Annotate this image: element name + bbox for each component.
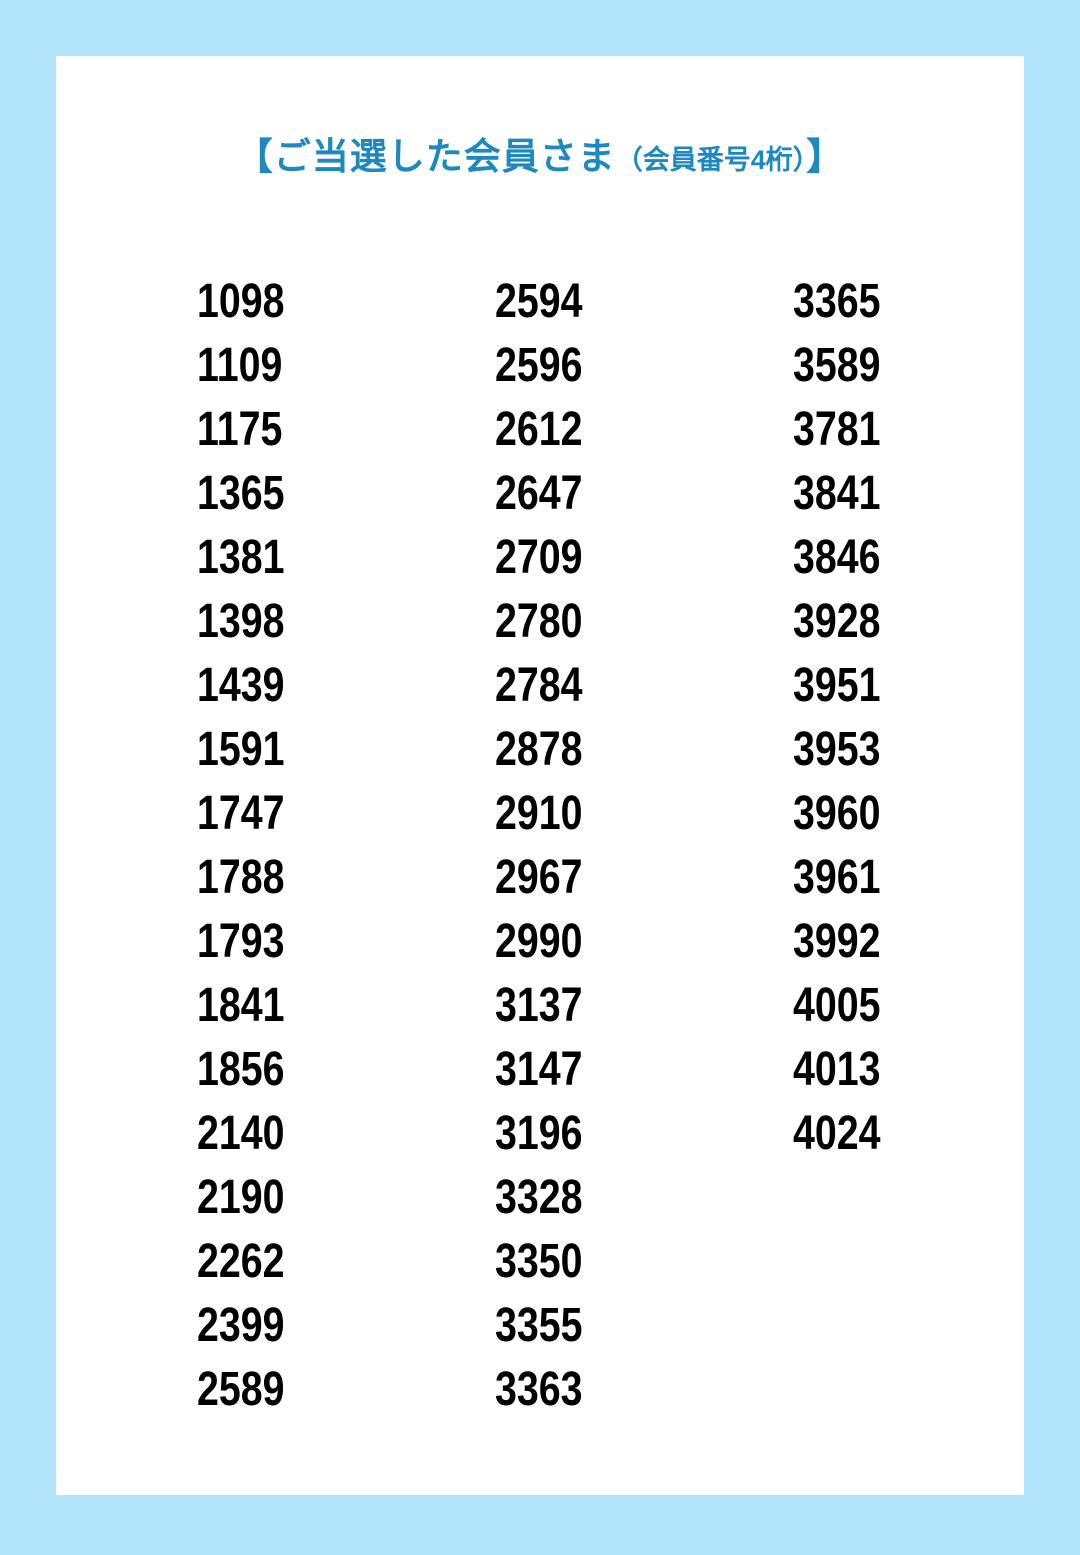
member-number: 3960: [793, 787, 881, 840]
member-number: 3147: [495, 1043, 583, 1096]
member-number: 2910: [495, 787, 583, 840]
member-number: 3355: [495, 1299, 583, 1352]
member-number: 3781: [793, 403, 881, 456]
member-number: 3328: [495, 1171, 583, 1224]
member-number: 3992: [793, 915, 881, 968]
member-number: 2878: [495, 723, 583, 776]
member-number: 1365: [197, 467, 285, 520]
member-number: 2262: [197, 1235, 285, 1288]
member-number: 1439: [197, 659, 285, 712]
winners-panel: [56, 56, 1024, 1495]
title-close-bracket: 】: [806, 136, 845, 177]
member-number: 1841: [197, 979, 285, 1032]
member-number: 1793: [197, 915, 285, 968]
member-number: 4024: [793, 1107, 881, 1160]
member-number: 1109: [197, 339, 283, 392]
member-number: 3846: [793, 531, 881, 584]
number-column-1: 1098 1109 1175 1365 1381 1398 1439 1591 1747 1788…: [197, 277, 304, 1429]
member-number: 3196: [495, 1107, 583, 1160]
member-number: 3350: [495, 1235, 583, 1288]
member-number: 3951: [793, 659, 881, 712]
member-number: 2967: [495, 851, 583, 904]
member-number: 2780: [495, 595, 583, 648]
member-number: 1398: [197, 595, 285, 648]
number-column-3: 3365 3589 3781 3841 3846 3928 3951 3953 3960 3961…: [793, 277, 900, 1173]
member-number: 4013: [793, 1043, 881, 1096]
member-number: 1747: [197, 787, 285, 840]
member-number: 3137: [495, 979, 583, 1032]
member-number: 1381: [197, 531, 285, 584]
title-sub: （会員番号4桁）: [615, 145, 807, 175]
page-title: 【ご当選した会員さま（会員番号4桁）】: [0, 132, 1080, 185]
member-number: 2647: [495, 467, 583, 520]
member-number: 3363: [495, 1363, 583, 1416]
member-number: 2594: [495, 275, 583, 328]
number-column-2: 2594 2596 2612 2647 2709 2780 2784 2878 2910 2967…: [495, 277, 602, 1429]
member-number: 1591: [197, 723, 285, 776]
member-number: 3841: [793, 467, 881, 520]
member-number: 4005: [793, 979, 881, 1032]
member-number: 2589: [197, 1363, 285, 1416]
member-number: 2190: [197, 1171, 285, 1224]
member-number: 1788: [197, 851, 285, 904]
member-number: 2709: [495, 531, 583, 584]
member-number: 3589: [793, 339, 881, 392]
member-number: 3953: [793, 723, 881, 776]
title-open-bracket: 【: [235, 136, 274, 177]
member-number: 2140: [197, 1107, 285, 1160]
member-number: 3961: [793, 851, 881, 904]
member-number: 2596: [495, 339, 583, 392]
member-number: 2612: [495, 403, 583, 456]
title-main: ご当選した会員さま: [273, 136, 616, 177]
member-number: 3928: [793, 595, 881, 648]
member-number: 1098: [197, 275, 285, 328]
member-number: 2784: [495, 659, 583, 712]
member-number: 3365: [793, 275, 881, 328]
member-number: 2990: [495, 915, 583, 968]
member-number: 1175: [197, 403, 283, 456]
member-number: 1856: [197, 1043, 285, 1096]
member-number: 2399: [197, 1299, 285, 1352]
